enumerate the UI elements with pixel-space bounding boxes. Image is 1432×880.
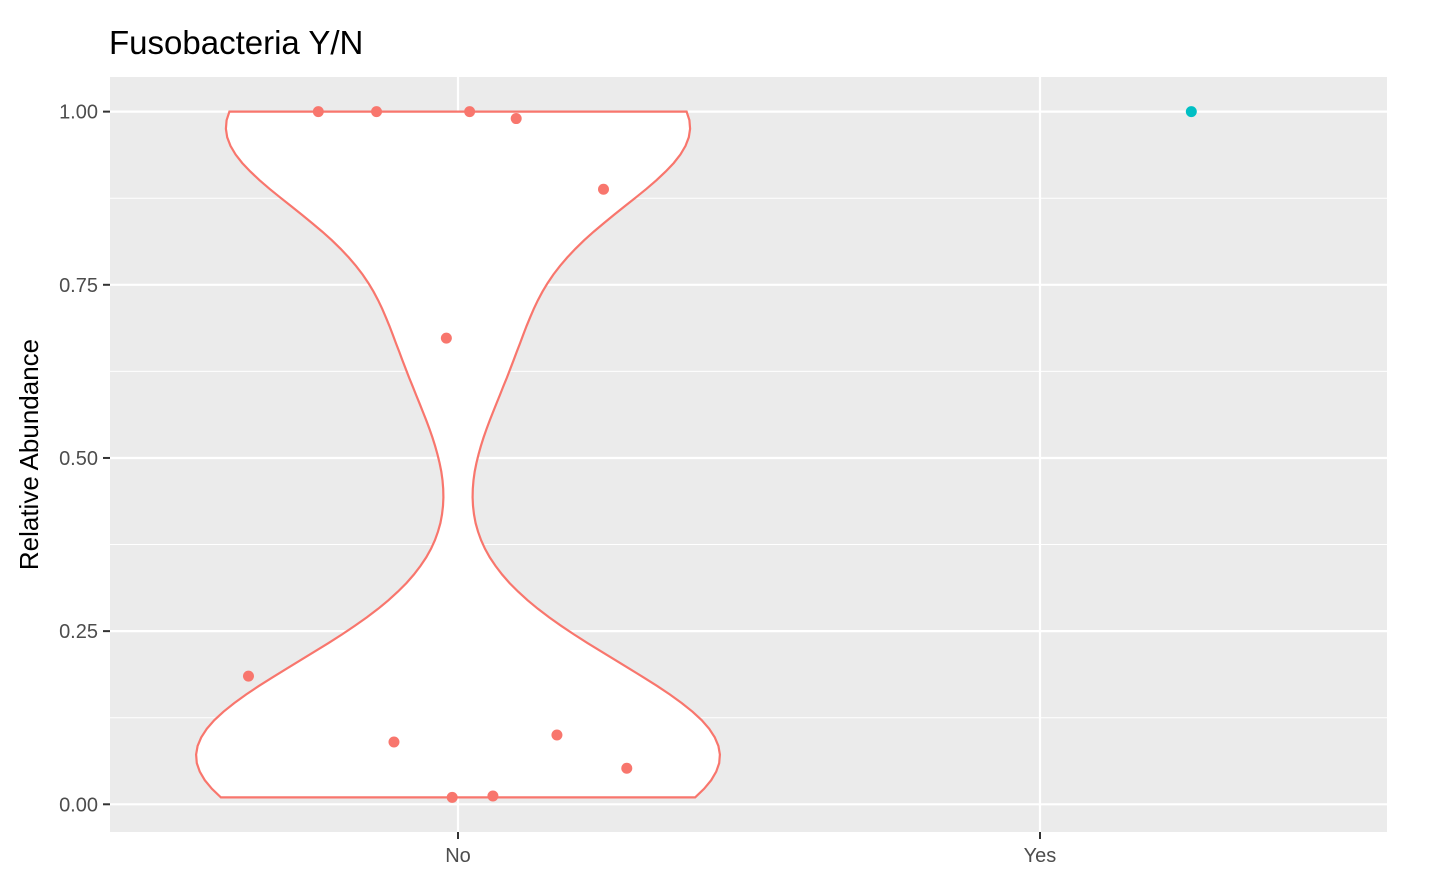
- chart-title: Fusobacteria Y/N: [109, 24, 364, 61]
- data-point-no: [388, 736, 400, 748]
- data-point-yes: [1185, 106, 1197, 118]
- data-point-no: [464, 106, 476, 118]
- x-tick-label: Yes: [1024, 845, 1057, 867]
- y-tick-label: 0.25: [59, 621, 98, 643]
- y-tick-label: 0.75: [59, 275, 98, 297]
- y-tick-label: 0.50: [59, 448, 98, 470]
- data-point-no: [312, 106, 324, 118]
- data-point-no: [242, 670, 254, 682]
- y-tick-label: 1.00: [59, 102, 98, 124]
- grid-lines: [110, 77, 1387, 832]
- y-tick-label: 0.00: [59, 794, 98, 816]
- data-point-no: [598, 183, 609, 195]
- axes: 0.00 0.25 0.50 0.75 1.00 No Yes: [59, 102, 1056, 867]
- violins: [194, 110, 722, 799]
- data-point-no: [510, 113, 522, 125]
- data-points: [242, 106, 1197, 803]
- y-axis-title: Relative Abundance: [14, 339, 44, 570]
- data-point-no: [487, 790, 499, 802]
- data-point-no: [371, 106, 383, 118]
- data-point-no: [621, 762, 633, 774]
- data-point-no: [446, 791, 458, 803]
- data-point-no: [551, 729, 563, 741]
- x-tick-label: No: [445, 845, 471, 867]
- violin-no: [194, 110, 722, 799]
- data-point-no: [440, 332, 452, 344]
